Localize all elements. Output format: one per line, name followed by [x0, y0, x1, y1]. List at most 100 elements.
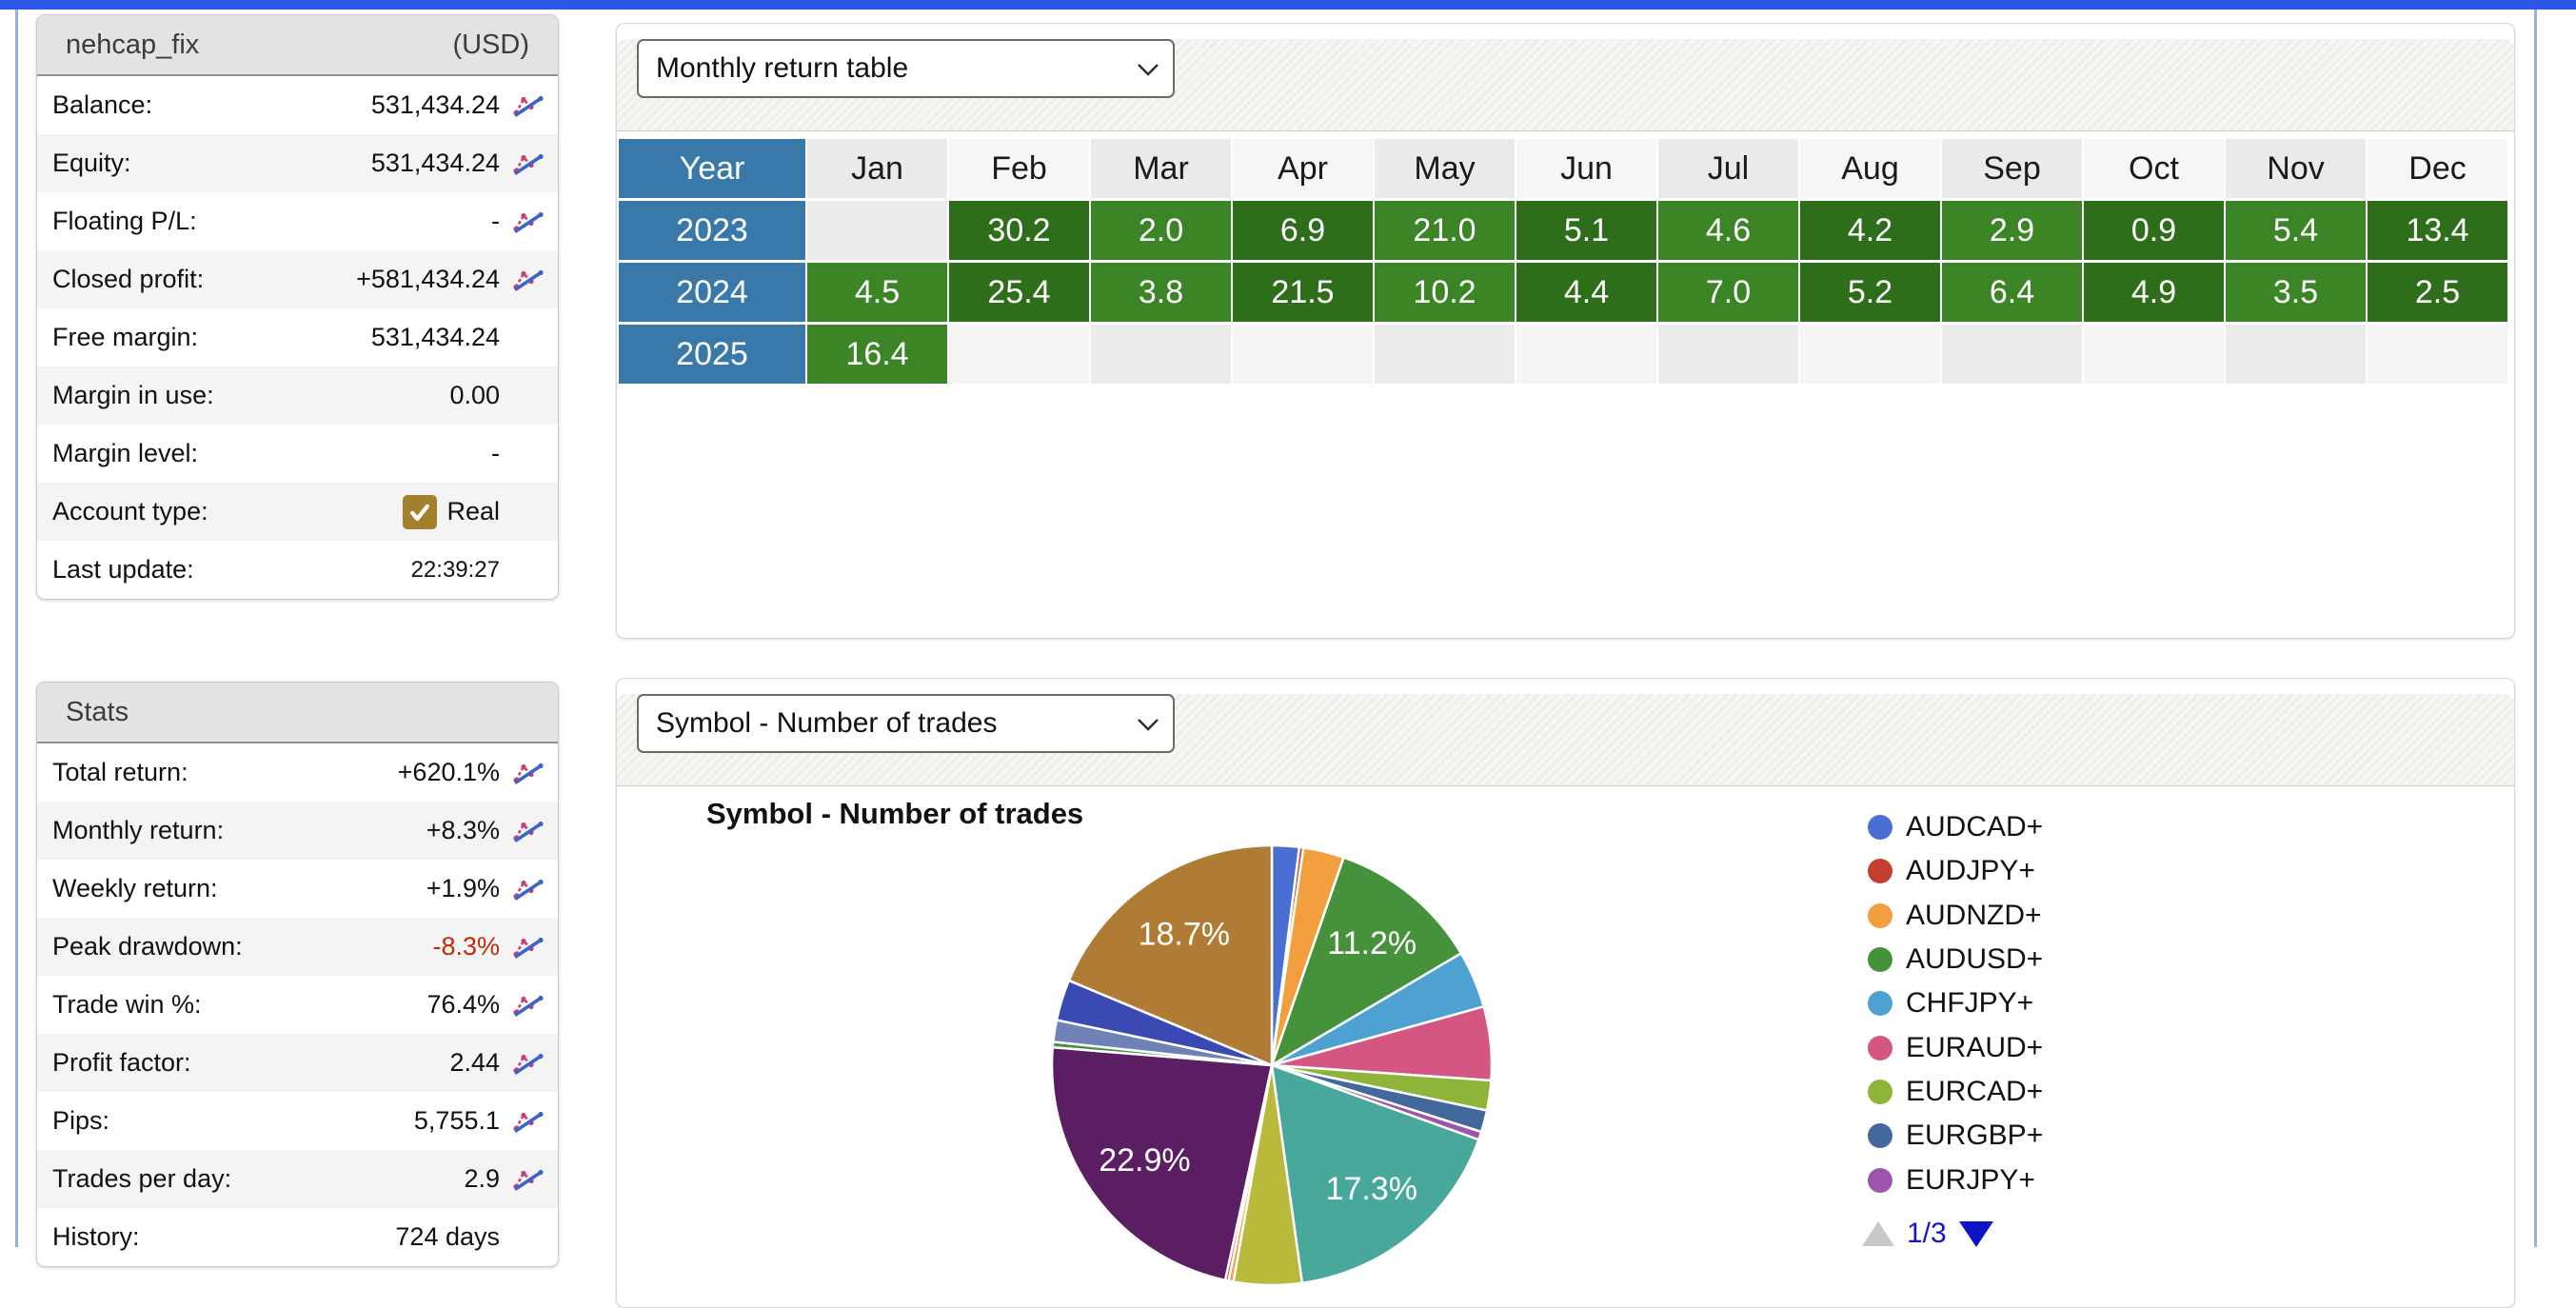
- frame-line-left: [15, 10, 18, 1247]
- table-header-month: Jul: [1658, 139, 1798, 198]
- monthly-view-select-value: Monthly return table: [656, 52, 908, 85]
- mini-chart-icon[interactable]: [512, 208, 545, 234]
- monthly-return-cell: 10.2: [1375, 263, 1515, 322]
- legend-dot-icon: [1868, 1168, 1892, 1193]
- legend-item: CHFJPY+: [1868, 981, 2043, 1025]
- legend-item: EURGBP+: [1868, 1114, 2043, 1158]
- stat-label: Weekly return:: [52, 874, 218, 903]
- stat-row: Equity: 531,434.24: [37, 134, 558, 192]
- legend-page-up-icon[interactable]: [1862, 1221, 1894, 1246]
- table-header-month: Mar: [1091, 139, 1231, 198]
- stat-value: 531,434.24: [371, 149, 500, 178]
- monthly-return-cell: 3.8: [1091, 263, 1231, 322]
- stat-label: Profit factor:: [52, 1048, 191, 1078]
- mini-chart-icon[interactable]: [512, 992, 545, 1018]
- stat-value: 2.44: [449, 1048, 500, 1078]
- monthly-view-select[interactable]: Monthly return table: [637, 39, 1175, 98]
- mini-chart-icon[interactable]: [512, 818, 545, 843]
- mini-chart-icon[interactable]: [512, 92, 545, 118]
- stat-row: Monthly return:+8.3%: [37, 802, 558, 860]
- monthly-return-cell: 4.9: [2084, 263, 2224, 322]
- legend-label: AUDNZD+: [1906, 900, 2042, 932]
- legend-item: EURJPY+: [1868, 1158, 2043, 1201]
- empty-return-cell: [807, 201, 947, 260]
- stat-label: Trade win %:: [52, 990, 202, 1020]
- stat-row: Total return:+620.1%: [37, 743, 558, 802]
- stat-label: Free margin:: [52, 323, 198, 352]
- stat-row: Weekly return:+1.9%: [37, 860, 558, 918]
- legend-label: AUDJPY+: [1906, 855, 2035, 887]
- stats-title: Stats: [66, 697, 129, 728]
- mini-chart-icon[interactable]: [512, 1108, 545, 1134]
- legend-page-down-icon[interactable]: [1959, 1221, 1993, 1247]
- legend-item: AUDCAD+: [1868, 805, 2043, 849]
- stat-value: 2.9: [464, 1164, 500, 1194]
- legend-label: EURCAD+: [1906, 1076, 2043, 1108]
- legend-page-indicator: 1/3: [1907, 1218, 1947, 1250]
- stats-panel-header: Stats: [37, 683, 558, 743]
- monthly-return-cell: 4.4: [1516, 263, 1656, 322]
- stat-label: Trades per day:: [52, 1164, 231, 1194]
- frame-line-right: [2534, 10, 2537, 1247]
- table-header-month: Feb: [949, 139, 1089, 198]
- table-header-month: Oct: [2084, 139, 2224, 198]
- pie-view-select[interactable]: Symbol - Number of trades: [637, 694, 1175, 753]
- account-panel: nehcap_fix (USD) Balance:531,434.24 Equi…: [36, 14, 559, 600]
- stat-row: Last update:22:39:27: [37, 541, 558, 599]
- legend-dot-icon: [1868, 991, 1892, 1016]
- legend-label: EURAUD+: [1906, 1032, 2043, 1064]
- pie-slice-label: 18.7%: [1139, 917, 1230, 953]
- stat-label: Balance:: [52, 90, 152, 120]
- stat-row: History:724 days: [37, 1208, 558, 1266]
- table-header-month: Apr: [1233, 139, 1373, 198]
- table-header-year: Year: [619, 139, 805, 198]
- legend-label: AUDUSD+: [1906, 943, 2043, 976]
- mini-chart-icon[interactable]: [512, 876, 545, 902]
- stat-label: Closed profit:: [52, 265, 204, 294]
- table-header-month: Jun: [1516, 139, 1656, 198]
- legend-dot-icon: [1868, 1036, 1892, 1060]
- stat-label: Account type:: [52, 497, 208, 526]
- stat-value: -: [491, 207, 500, 236]
- monthly-return-cell: 25.4: [949, 263, 1089, 322]
- stat-row: Closed profit: +581,434.24: [37, 250, 558, 308]
- monthly-return-cell: 3.5: [2226, 263, 2366, 322]
- empty-return-cell: [1233, 325, 1373, 384]
- pie-legend: AUDCAD+ AUDJPY+ AUDNZD+ AUDUSD+ CHFJPY+ EURAU…: [1868, 805, 2043, 1202]
- monthly-return-cell: 4.5: [807, 263, 947, 322]
- legend-item: AUDJPY+: [1868, 849, 2043, 893]
- monthly-return-cell: 6.9: [1233, 201, 1373, 260]
- empty-return-cell: [1658, 325, 1798, 384]
- stat-value: 76.4%: [426, 990, 500, 1020]
- pie-slice-label: 22.9%: [1099, 1142, 1190, 1179]
- mini-chart-icon[interactable]: [512, 760, 545, 785]
- mini-chart-icon[interactable]: [512, 150, 545, 176]
- stat-row: Pips:5,755.1: [37, 1092, 558, 1150]
- legend-pager: 1/3: [1862, 1218, 1993, 1250]
- stat-value: +581,434.24: [356, 265, 500, 294]
- account-name: nehcap_fix: [66, 30, 199, 61]
- stat-value: 5,755.1: [414, 1106, 500, 1136]
- stat-label: Equity:: [52, 149, 131, 178]
- stat-row: Peak drawdown:-8.3%: [37, 918, 558, 976]
- stat-value: +620.1%: [398, 758, 500, 787]
- mini-chart-icon[interactable]: [512, 1166, 545, 1192]
- mini-chart-icon[interactable]: [512, 934, 545, 960]
- mini-chart-icon[interactable]: [512, 1050, 545, 1076]
- stat-label: Peak drawdown:: [52, 932, 243, 961]
- account-type-checkbox: [403, 495, 437, 529]
- stat-label: Floating P/L:: [52, 207, 197, 236]
- legend-dot-icon: [1868, 1123, 1892, 1148]
- monthly-return-cell: 6.4: [1942, 263, 2082, 322]
- mini-chart-icon[interactable]: [512, 267, 545, 292]
- stat-value: 22:39:27: [411, 557, 500, 584]
- table-header-month: Jan: [807, 139, 947, 198]
- stat-row: Profit factor: 2.44: [37, 1034, 558, 1092]
- legend-item: AUDUSD+: [1868, 938, 2043, 981]
- stat-label: Monthly return:: [52, 816, 224, 845]
- monthly-return-cell: 5.4: [2226, 201, 2366, 260]
- legend-label: EURJPY+: [1906, 1164, 2035, 1197]
